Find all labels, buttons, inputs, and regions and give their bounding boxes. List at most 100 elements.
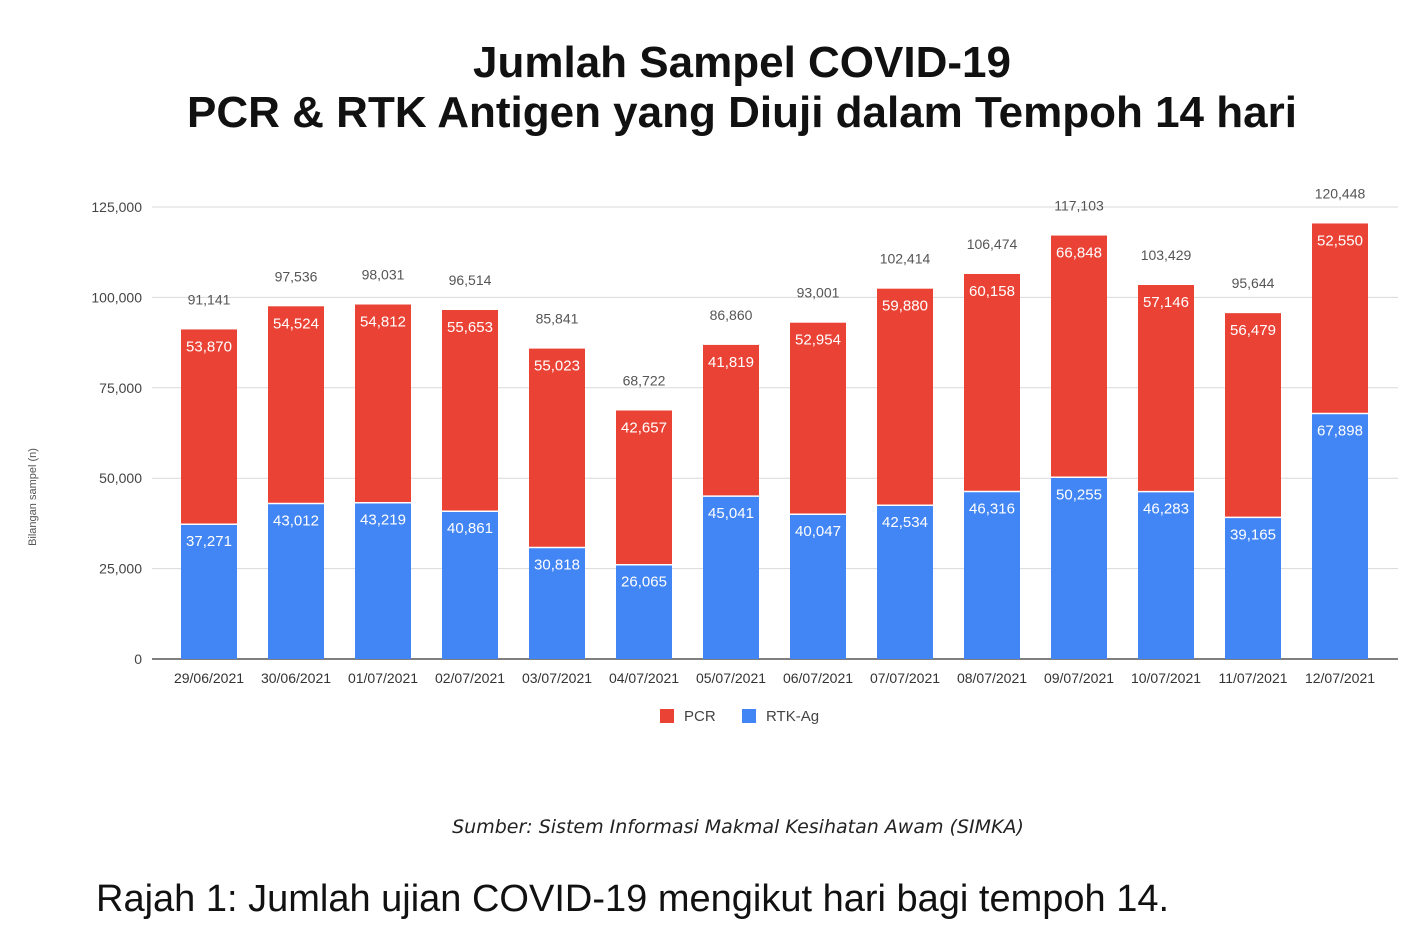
bar-rtk-ag bbox=[703, 496, 759, 659]
x-tick-label: 29/06/2021 bbox=[174, 670, 244, 686]
data-label-pcr: 54,524 bbox=[273, 315, 319, 332]
data-label-rtk-ag: 50,255 bbox=[1056, 486, 1102, 503]
data-label-pcr: 42,657 bbox=[621, 420, 667, 437]
data-label-total: 98,031 bbox=[362, 267, 405, 283]
data-label-pcr: 56,479 bbox=[1230, 322, 1276, 339]
chart-title-line-2: PCR & RTK Antigen yang Diuji dalam Tempo… bbox=[187, 88, 1297, 137]
data-label-total: 91,141 bbox=[188, 291, 231, 307]
source-note: Sumber: Sistem Informasi Makmal Kesihata… bbox=[452, 816, 1024, 838]
data-label-pcr: 66,848 bbox=[1056, 245, 1102, 262]
y-tick-label: 100,000 bbox=[91, 289, 142, 305]
data-label-total: 85,841 bbox=[536, 311, 579, 327]
data-label-rtk-ag: 46,283 bbox=[1143, 501, 1189, 518]
bar-rtk-ag bbox=[1225, 517, 1281, 659]
legend-label: PCR bbox=[684, 708, 716, 725]
bar-rtk-ag bbox=[268, 503, 324, 659]
legend-label: RTK-Ag bbox=[766, 708, 819, 725]
data-label-rtk-ag: 46,316 bbox=[969, 501, 1015, 518]
bar-rtk-ag bbox=[1138, 491, 1194, 659]
data-label-total: 106,474 bbox=[967, 236, 1018, 252]
bar-rtk-ag bbox=[877, 505, 933, 659]
bar-pcr bbox=[703, 344, 759, 497]
data-label-pcr: 54,812 bbox=[360, 314, 406, 331]
bar-rtk-ag bbox=[442, 511, 498, 659]
x-tick-label: 12/07/2021 bbox=[1305, 670, 1375, 686]
x-tick-label: 06/07/2021 bbox=[783, 670, 853, 686]
bar-pcr bbox=[1312, 223, 1368, 414]
bar-pcr bbox=[1225, 313, 1281, 518]
data-label-pcr: 53,870 bbox=[186, 338, 232, 355]
data-label-total: 102,414 bbox=[880, 251, 931, 267]
data-label-pcr: 55,023 bbox=[534, 358, 580, 375]
y-tick-label: 50,000 bbox=[99, 470, 142, 486]
data-label-rtk-ag: 40,047 bbox=[795, 523, 841, 540]
bar-pcr bbox=[442, 310, 498, 512]
data-label-total: 86,860 bbox=[710, 307, 753, 323]
bar-pcr bbox=[529, 348, 585, 548]
data-label-total: 117,103 bbox=[1054, 198, 1104, 214]
bar-rtk-ag bbox=[1051, 477, 1107, 659]
x-tick-label: 01/07/2021 bbox=[348, 670, 418, 686]
x-tick-label: 02/07/2021 bbox=[435, 670, 505, 686]
data-label-rtk-ag: 39,165 bbox=[1230, 526, 1276, 543]
x-tick-label: 04/07/2021 bbox=[609, 670, 679, 686]
chart-title-line-1: Jumlah Sampel COVID-19 bbox=[473, 38, 1011, 87]
x-tick-label: 08/07/2021 bbox=[957, 670, 1027, 686]
bar-pcr bbox=[790, 322, 846, 515]
legend-swatch bbox=[742, 709, 756, 723]
data-label-pcr: 41,819 bbox=[708, 354, 754, 371]
data-label-total: 120,448 bbox=[1315, 185, 1366, 201]
data-label-rtk-ag: 42,534 bbox=[882, 514, 928, 531]
stacked-bar-chart: 0 25,000 50,000 75,000 100,000 125,000 Bilanga… bbox=[27, 185, 1398, 725]
data-label-total: 95,644 bbox=[1232, 275, 1275, 291]
figure-caption: Rajah 1: Jumlah ujian COVID-19 mengikut … bbox=[96, 878, 1170, 920]
bar-pcr bbox=[355, 304, 411, 503]
x-tick-label: 05/07/2021 bbox=[696, 670, 766, 686]
data-label-rtk-ag: 30,818 bbox=[534, 557, 580, 574]
data-label-rtk-ag: 40,861 bbox=[447, 520, 493, 537]
data-label-rtk-ag: 43,219 bbox=[360, 512, 406, 529]
bar-pcr bbox=[877, 288, 933, 506]
x-tick-label: 07/07/2021 bbox=[870, 670, 940, 686]
bar-pcr bbox=[268, 306, 324, 504]
bar-pcr bbox=[181, 329, 237, 525]
data-label-rtk-ag: 26,065 bbox=[621, 574, 667, 591]
data-label-pcr: 52,954 bbox=[795, 332, 841, 349]
data-label-pcr: 57,146 bbox=[1143, 294, 1189, 311]
data-label-pcr: 60,158 bbox=[969, 283, 1015, 300]
data-label-pcr: 52,550 bbox=[1317, 232, 1363, 249]
y-tick-label: 75,000 bbox=[99, 380, 142, 396]
data-label-total: 97,536 bbox=[275, 268, 318, 284]
data-label-total: 103,429 bbox=[1141, 247, 1192, 263]
x-tick-label: 11/07/2021 bbox=[1218, 670, 1287, 686]
bar-rtk-ag bbox=[355, 502, 411, 659]
y-axis-label: Bilangan sampel (n) bbox=[27, 448, 39, 546]
bar-rtk-ag bbox=[616, 564, 672, 659]
bar-rtk-ag bbox=[790, 514, 846, 659]
y-tick-label: 0 bbox=[134, 651, 142, 667]
bar-rtk-ag bbox=[181, 524, 237, 659]
x-tick-label: 10/07/2021 bbox=[1131, 670, 1201, 686]
bar-rtk-ag bbox=[964, 491, 1020, 659]
data-label-total: 93,001 bbox=[797, 285, 840, 301]
data-label-rtk-ag: 67,898 bbox=[1317, 422, 1363, 439]
data-label-rtk-ag: 45,041 bbox=[708, 505, 754, 522]
x-tick-label: 03/07/2021 bbox=[522, 670, 592, 686]
y-tick-label: 125,000 bbox=[91, 199, 142, 215]
bar-pcr bbox=[1138, 285, 1194, 492]
bar-rtk-ag bbox=[1312, 413, 1368, 659]
data-label-pcr: 59,880 bbox=[882, 298, 928, 315]
x-tick-label: 30/06/2021 bbox=[261, 670, 331, 686]
x-tick-label: 09/07/2021 bbox=[1044, 670, 1114, 686]
data-label-pcr: 55,653 bbox=[447, 319, 493, 336]
chart-title: Jumlah Sampel COVID-19 PCR & RTK Antigen… bbox=[0, 38, 1414, 138]
data-label-rtk-ag: 43,012 bbox=[273, 512, 319, 529]
legend-swatch bbox=[660, 709, 674, 723]
bar-pcr bbox=[964, 273, 1020, 492]
bar-rtk-ag bbox=[529, 547, 585, 659]
y-tick-label: 25,000 bbox=[99, 561, 142, 577]
bar-pcr bbox=[1051, 235, 1107, 478]
data-label-total: 96,514 bbox=[449, 272, 492, 288]
bar-pcr bbox=[616, 410, 672, 565]
data-label-total: 68,722 bbox=[623, 373, 666, 389]
